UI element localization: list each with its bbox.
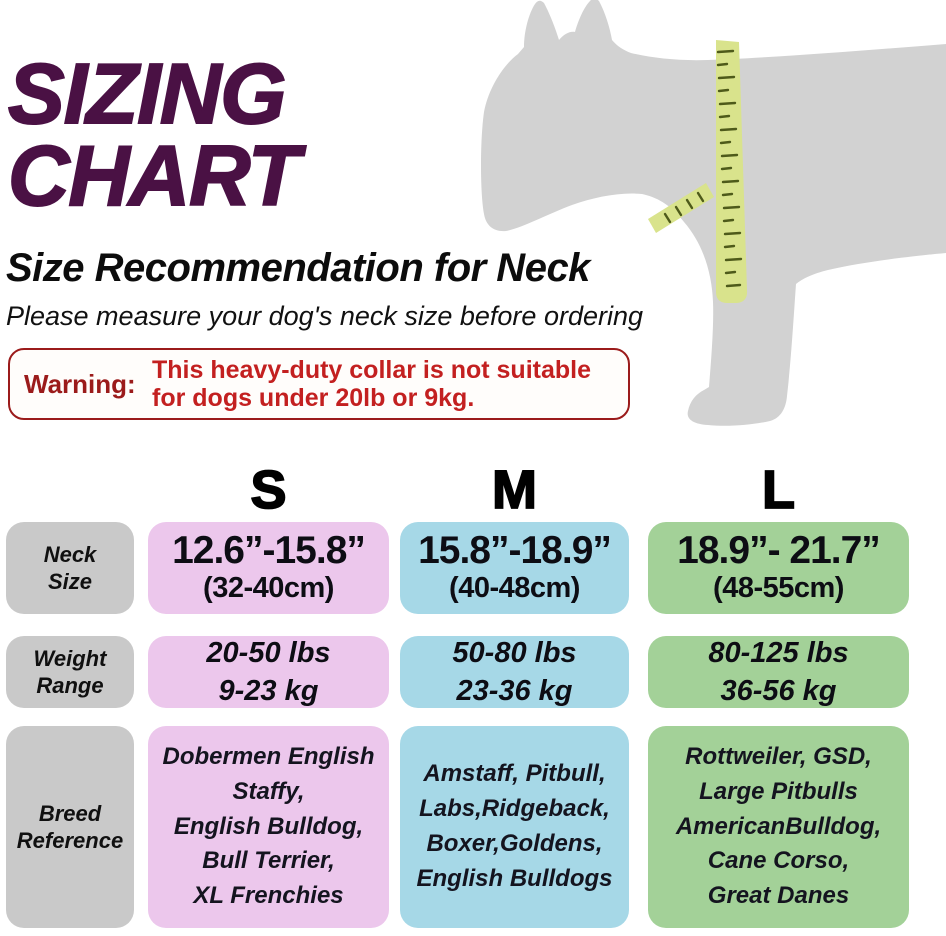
breed-list: Dobermen English Staffy, English Bulldog… bbox=[162, 743, 375, 910]
measure-instruction-text: Please measure your dog's neck size befo… bbox=[6, 301, 644, 331]
row-label-text: Breed Reference bbox=[16, 800, 124, 854]
row-label-text: Weight Range bbox=[33, 645, 107, 699]
page-subtitle: Size Recommendation for Neck bbox=[6, 246, 590, 290]
weight-cell-s: 20-50 lbs 9-23 kg bbox=[148, 636, 389, 708]
breed-cell-l: Rottweiler, GSD, Large Pitbulls American… bbox=[648, 726, 909, 928]
row-label-neck-size: Neck Size bbox=[6, 522, 134, 614]
sizing-table: S M L Neck Size 12.6”-15.8” (32-40cm) 15… bbox=[6, 458, 909, 928]
weight-value: 80-125 lbs 36-56 kg bbox=[708, 636, 849, 707]
dog-silhouette-graphic bbox=[481, 0, 946, 426]
weight-cell-m: 50-80 lbs 23-36 kg bbox=[400, 636, 629, 708]
weight-cell-l: 80-125 lbs 36-56 kg bbox=[648, 636, 909, 708]
column-header-size-s: S bbox=[250, 459, 288, 521]
warning-label: Warning: bbox=[24, 368, 136, 399]
breed-cell-m: Amstaff, Pitbull, Labs,Ridgeback, Boxer,… bbox=[400, 726, 629, 928]
weight-value: 50-80 lbs 23-36 kg bbox=[452, 636, 577, 707]
neck-size-cell-m: 15.8”-18.9” (40-48cm) bbox=[400, 522, 629, 614]
neck-range-inches: 18.9”- 21.7” bbox=[677, 529, 881, 573]
breed-list: Amstaff, Pitbull, Labs,Ridgeback, Boxer,… bbox=[416, 760, 613, 892]
neck-range-inches: 12.6”-15.8” bbox=[172, 529, 366, 573]
row-label-text: Neck Size bbox=[43, 541, 97, 595]
breed-list: Rottweiler, GSD, Large Pitbulls American… bbox=[675, 743, 882, 910]
neck-size-cell-s: 12.6”-15.8” (32-40cm) bbox=[148, 522, 389, 614]
row-label-breed-reference: Breed Reference bbox=[6, 726, 134, 928]
neck-range-cm: (32-40cm) bbox=[203, 571, 334, 604]
neck-range-inches: 15.8”-18.9” bbox=[418, 529, 612, 573]
column-header-size-m: M bbox=[491, 459, 538, 521]
measuring-tape bbox=[648, 40, 748, 303]
neck-range-cm: (48-55cm) bbox=[713, 571, 844, 604]
dog-body bbox=[481, 0, 946, 426]
column-header-size-l: L bbox=[761, 459, 796, 521]
page-title: SIZING CHART bbox=[7, 47, 301, 224]
breed-cell-s: Dobermen English Staffy, English Bulldog… bbox=[148, 726, 389, 928]
neck-range-cm: (40-48cm) bbox=[449, 571, 580, 604]
neck-size-cell-l: 18.9”- 21.7” (48-55cm) bbox=[648, 522, 909, 614]
warning-message: This heavy-duty collar is not suitable f… bbox=[152, 356, 591, 412]
row-label-weight-range: Weight Range bbox=[6, 636, 134, 708]
weight-value: 20-50 lbs 9-23 kg bbox=[206, 636, 331, 707]
tape-tick-marks bbox=[663, 49, 743, 288]
warning-box: Warning: This heavy-duty collar is not s… bbox=[8, 348, 630, 420]
